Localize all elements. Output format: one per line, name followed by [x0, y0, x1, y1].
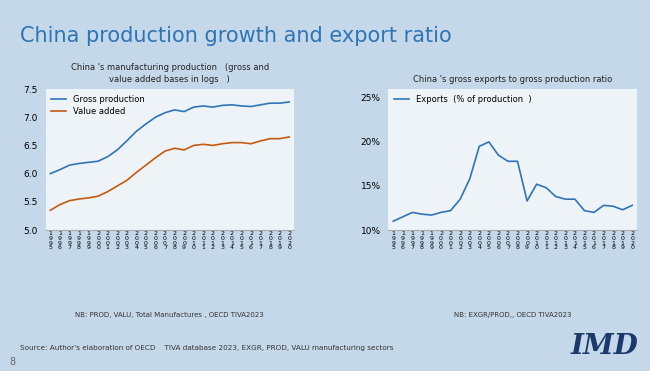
- Gross production: [142, 122, 150, 126]
- Exports  (% of production  ): [475, 144, 483, 148]
- Exports  (% of production  ): [495, 153, 502, 157]
- Line: Gross production: Gross production: [50, 102, 289, 174]
- Gross production: [151, 115, 159, 119]
- Value added: [209, 143, 216, 148]
- Exports  (% of production  ): [590, 210, 598, 214]
- Value added: [180, 148, 188, 152]
- Exports  (% of production  ): [418, 212, 426, 216]
- Exports  (% of production  ): [542, 186, 550, 190]
- Exports  (% of production  ): [456, 197, 464, 201]
- Value added: [94, 194, 102, 198]
- Value added: [75, 197, 83, 201]
- Gross production: [133, 129, 140, 134]
- Value added: [285, 135, 293, 139]
- Value added: [276, 137, 283, 141]
- Value added: [56, 203, 64, 207]
- Exports  (% of production  ): [408, 210, 416, 214]
- Exports  (% of production  ): [619, 207, 627, 212]
- Gross production: [209, 105, 216, 109]
- Exports  (% of production  ): [447, 209, 454, 213]
- Exports  (% of production  ): [629, 203, 636, 208]
- Gross production: [247, 104, 255, 109]
- Value added: [266, 137, 274, 141]
- Exports  (% of production  ): [466, 177, 474, 181]
- Value added: [190, 143, 198, 148]
- Gross production: [276, 101, 283, 105]
- Value added: [200, 142, 207, 147]
- Value added: [66, 198, 73, 203]
- Exports  (% of production  ): [600, 203, 608, 208]
- Gross production: [113, 148, 121, 152]
- Value added: [247, 141, 255, 146]
- Legend: Gross production, Value added: Gross production, Value added: [49, 93, 146, 118]
- Title: China 's gross exports to gross production ratio: China 's gross exports to gross producti…: [413, 75, 612, 84]
- Gross production: [285, 100, 293, 104]
- Exports  (% of production  ): [437, 210, 445, 214]
- Text: IMD: IMD: [571, 333, 638, 360]
- Gross production: [66, 163, 73, 167]
- Exports  (% of production  ): [562, 197, 569, 201]
- Text: NB: EXGR/PROD,, OECD TIVA2023: NB: EXGR/PROD,, OECD TIVA2023: [454, 312, 571, 318]
- Line: Exports  (% of production  ): Exports (% of production ): [393, 142, 632, 221]
- Gross production: [56, 167, 64, 172]
- Value added: [142, 163, 150, 167]
- Gross production: [46, 171, 54, 176]
- Gross production: [123, 139, 131, 143]
- Value added: [257, 139, 265, 143]
- Exports  (% of production  ): [504, 159, 512, 164]
- Text: NB: PROD, VALU, Total Manufactures , OECD TIVA2023: NB: PROD, VALU, Total Manufactures , OEC…: [75, 312, 264, 318]
- Exports  (% of production  ): [399, 214, 407, 219]
- Legend: Exports  (% of production  ): Exports (% of production ): [393, 93, 533, 105]
- Gross production: [104, 154, 112, 159]
- Gross production: [84, 160, 92, 165]
- Value added: [133, 170, 140, 175]
- Gross production: [94, 159, 102, 164]
- Line: Value added: Value added: [50, 137, 289, 210]
- Exports  (% of production  ): [609, 204, 617, 209]
- Exports  (% of production  ): [571, 197, 578, 201]
- Gross production: [75, 161, 83, 166]
- Gross production: [180, 109, 188, 114]
- Exports  (% of production  ): [389, 219, 397, 223]
- Value added: [228, 140, 236, 145]
- Value added: [237, 140, 245, 145]
- Gross production: [228, 103, 236, 107]
- Gross production: [257, 103, 265, 107]
- Text: 8: 8: [10, 357, 16, 367]
- Gross production: [171, 108, 179, 112]
- Value added: [113, 184, 121, 188]
- Value added: [104, 190, 112, 194]
- Value added: [161, 149, 169, 153]
- Gross production: [200, 104, 207, 108]
- Exports  (% of production  ): [428, 213, 436, 217]
- Exports  (% of production  ): [552, 194, 560, 199]
- Gross production: [218, 103, 226, 108]
- Value added: [151, 155, 159, 160]
- Gross production: [237, 104, 245, 108]
- Exports  (% of production  ): [514, 159, 521, 164]
- Value added: [171, 146, 179, 151]
- Text: Source: Author's elaboration of OECD    TIVA database 2023, EXGR, PROD, VALU man: Source: Author's elaboration of OECD TIV…: [20, 345, 393, 351]
- Value added: [123, 178, 131, 183]
- Title: China 's manufacturing production   (gross and
value added bases in logs   ): China 's manufacturing production (gross…: [71, 63, 269, 84]
- Exports  (% of production  ): [533, 182, 541, 187]
- Exports  (% of production  ): [523, 199, 531, 203]
- Gross production: [190, 105, 198, 109]
- Gross production: [161, 111, 169, 115]
- Value added: [84, 196, 92, 200]
- Exports  (% of production  ): [580, 209, 588, 213]
- Gross production: [266, 101, 274, 105]
- Exports  (% of production  ): [485, 140, 493, 144]
- Value added: [218, 141, 226, 146]
- Text: China production growth and export ratio: China production growth and export ratio: [20, 26, 451, 46]
- Value added: [46, 208, 54, 213]
